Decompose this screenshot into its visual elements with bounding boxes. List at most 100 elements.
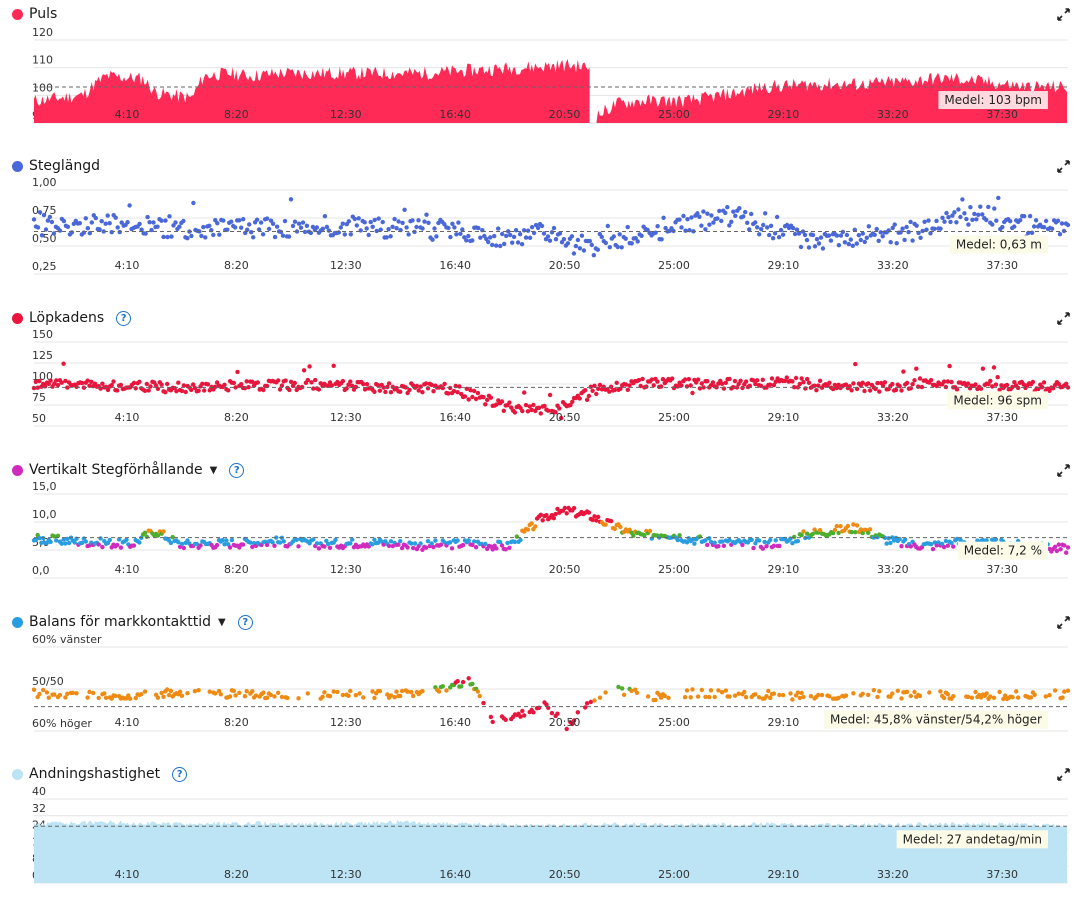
average-label: Medel: 27 andetag/min [896, 830, 1048, 849]
data-point [1010, 384, 1015, 390]
data-point [997, 387, 1002, 392]
x-tick-label: 16:40 [439, 563, 471, 576]
data-point [945, 692, 950, 697]
data-point [229, 219, 234, 224]
data-point [653, 230, 658, 235]
expand-icon[interactable] [1057, 8, 1070, 21]
data-point [711, 220, 716, 225]
data-point [37, 535, 42, 541]
help-icon[interactable]: ? [172, 766, 188, 782]
data-point [941, 544, 947, 550]
data-point [533, 524, 538, 529]
x-tick-label: 4:10 [115, 259, 140, 272]
data-point [399, 545, 405, 551]
x-tick-label: 20:50 [549, 716, 581, 729]
data-point [836, 382, 841, 387]
data-point [423, 381, 429, 386]
data-point [703, 227, 708, 232]
data-point [912, 689, 917, 695]
data-point [906, 229, 911, 235]
data-point [279, 383, 285, 388]
data-point [851, 522, 856, 527]
data-point [390, 224, 395, 229]
data-point [429, 382, 434, 388]
data-point [531, 710, 536, 715]
data-point [914, 223, 919, 228]
data-point [828, 238, 834, 243]
data-point [305, 691, 310, 696]
data-point [742, 689, 747, 695]
data-point [466, 233, 471, 239]
help-icon[interactable]: ? [237, 614, 253, 630]
data-point [1059, 221, 1065, 226]
data-point [221, 218, 226, 223]
data-point [843, 693, 849, 698]
data-point [994, 218, 999, 223]
help-icon[interactable]: ? [116, 310, 132, 326]
data-point [455, 538, 460, 543]
data-point [644, 384, 649, 389]
chevron-down-icon[interactable]: ▼ [218, 616, 226, 628]
data-point [497, 539, 503, 545]
help-icon[interactable]: ? [229, 462, 245, 478]
data-point [438, 542, 444, 547]
data-point [65, 536, 70, 542]
data-point [919, 384, 925, 390]
data-point [404, 225, 409, 230]
data-point [615, 244, 620, 250]
x-tick-label: 20:50 [549, 563, 581, 576]
chevron-down-icon[interactable]: ▼ [209, 464, 218, 476]
data-point [378, 227, 383, 232]
data-point [176, 540, 181, 545]
expand-icon[interactable] [1057, 768, 1070, 781]
data-point [422, 219, 427, 224]
data-point [986, 204, 991, 210]
data-point [460, 227, 465, 232]
x-tick-label: 29:10 [768, 868, 800, 881]
svg-text:Medel: 103 bpm: Medel: 103 bpm [944, 93, 1042, 107]
data-point [703, 538, 708, 543]
data-point [736, 381, 741, 387]
data-point [192, 385, 198, 391]
data-point [737, 206, 742, 211]
y-tick-label: 40 [32, 785, 46, 798]
data-point [375, 540, 381, 545]
data-point [571, 718, 577, 723]
legend-dot-icon [12, 8, 23, 20]
data-point [276, 378, 281, 383]
data-point [577, 396, 582, 401]
data-point [191, 200, 196, 206]
data-point [810, 232, 816, 238]
data-point [596, 514, 601, 520]
data-point [1030, 379, 1036, 385]
data-point [877, 689, 882, 694]
data-point [399, 688, 405, 694]
data-point [842, 240, 848, 245]
data-point [446, 391, 451, 396]
data-point [658, 384, 664, 389]
y-tick-label: 32 [32, 802, 46, 815]
data-point [370, 542, 375, 547]
data-point [876, 238, 881, 243]
chart-title: Puls [29, 6, 58, 22]
data-point [973, 382, 978, 387]
data-point [1001, 696, 1006, 702]
expand-icon[interactable] [1057, 312, 1070, 325]
data-point [47, 214, 53, 220]
chart-panel-heart: Puls120110100904:108:2012:3016:4020:5025… [0, 0, 1078, 152]
data-point [992, 206, 997, 211]
data-point [645, 694, 651, 699]
data-point [784, 375, 789, 380]
data-point [37, 378, 42, 384]
expand-icon[interactable] [1057, 160, 1070, 173]
data-point [133, 386, 138, 391]
data-point [354, 223, 359, 228]
expand-icon[interactable] [1057, 464, 1070, 477]
data-point [751, 545, 756, 551]
data-point [760, 377, 765, 382]
data-point [340, 692, 346, 698]
expand-icon[interactable] [1057, 616, 1070, 629]
chart-plot-gct: 60% vänster 50/50 60% höger 4:10 8:20 12:30 16… [31, 633, 1071, 732]
data-point [760, 546, 765, 551]
data-point [250, 379, 255, 384]
